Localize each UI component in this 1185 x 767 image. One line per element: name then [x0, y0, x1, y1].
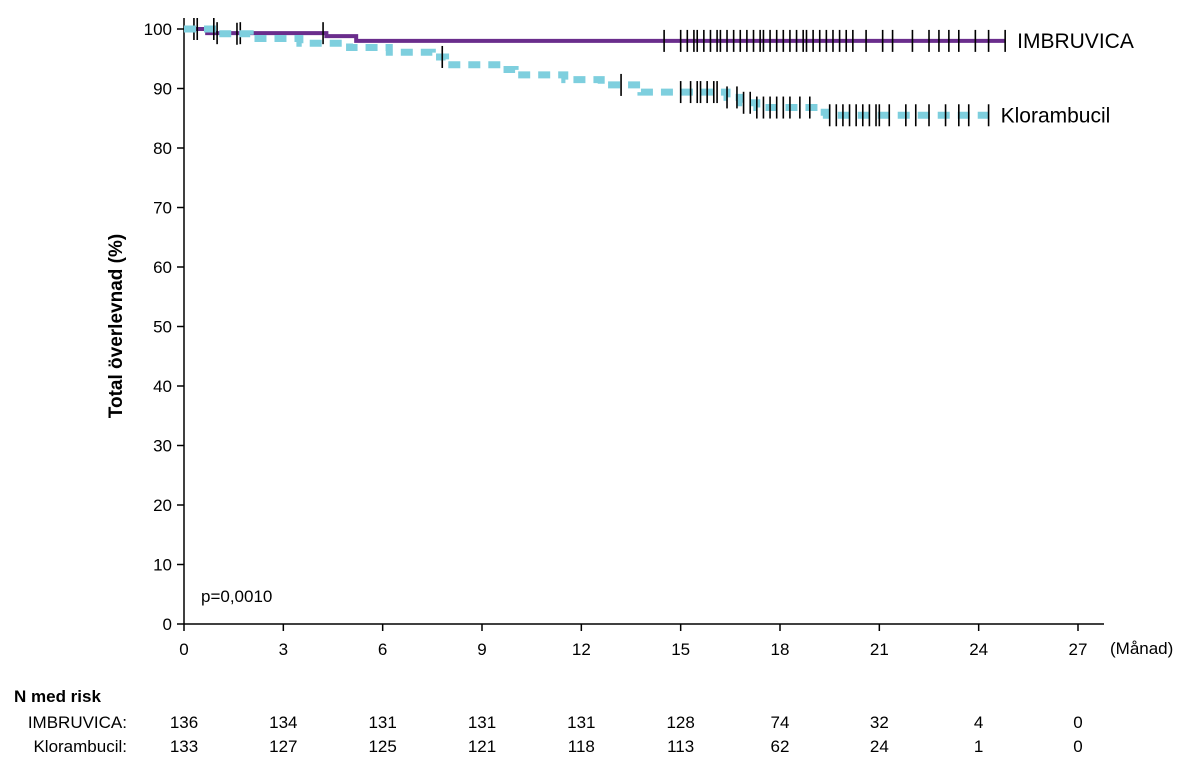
risk-count: 113 [667, 737, 694, 756]
risk-count: 24 [870, 737, 889, 756]
y-axis-title: Total överlevnad (%) [106, 234, 127, 418]
y-tick-label: 90 [153, 80, 172, 99]
risk-count: 136 [170, 713, 198, 732]
y-tick-label: 60 [153, 258, 172, 277]
risk-table: 136 134 131 131 131 128 74 32 4 0 133 127 125 121 118 1… [170, 713, 1083, 756]
y-tick-label: 100 [144, 20, 172, 39]
risk-count: 125 [368, 737, 396, 756]
risk-count: 131 [567, 713, 595, 732]
x-tick-label: 3 [279, 640, 288, 659]
risk-count: 133 [170, 737, 198, 756]
y-tick-label: 30 [153, 437, 172, 456]
x-tick-label: 27 [1069, 640, 1088, 659]
risk-count: 131 [368, 713, 396, 732]
x-tick-label: 12 [572, 640, 591, 659]
risk-row-label-klorambucil: Klorambucil: [33, 737, 127, 756]
y-tick-label: 80 [153, 139, 172, 158]
label-layer: 0 10 20 30 40 50 60 70 80 90 100 0 3 6 9 12 15 18 21 24 27 IM… [144, 20, 1134, 659]
series-klorambucil [184, 18, 990, 127]
x-tick-label: 18 [771, 640, 790, 659]
y-tick-label: 10 [153, 556, 172, 575]
risk-table-title: N med risk [14, 687, 101, 706]
x-tick-label: 6 [378, 640, 387, 659]
x-tick-label: 0 [179, 640, 188, 659]
risk-count: 74 [771, 713, 790, 732]
risk-count: 131 [468, 713, 496, 732]
risk-count: 62 [771, 737, 790, 756]
p-value-annotation: p=0,0010 [201, 587, 272, 606]
x-tick-label: 21 [870, 640, 889, 659]
risk-count: 128 [666, 713, 694, 732]
y-tick-label: 50 [153, 318, 172, 337]
risk-count: 121 [468, 737, 496, 756]
risk-count: 0 [1073, 737, 1082, 756]
y-tick-label: 0 [163, 615, 172, 634]
x-tick-label: 15 [671, 640, 690, 659]
x-axis-unit-label: (Månad) [1110, 639, 1173, 658]
series-label: IMBRUVICA [1017, 30, 1134, 53]
series-label: Klorambucil [1001, 104, 1111, 127]
x-tick-label: 9 [477, 640, 486, 659]
risk-count: 1 [974, 737, 983, 756]
axes-layer [177, 18, 1104, 631]
y-tick-label: 70 [153, 199, 172, 218]
y-tick-label: 40 [153, 377, 172, 396]
series-imbruvica [184, 18, 1006, 52]
risk-count: 0 [1073, 713, 1082, 732]
series-layer [184, 18, 1006, 127]
y-tick-label: 20 [153, 496, 172, 515]
risk-count: 127 [269, 737, 297, 756]
risk-count: 4 [974, 713, 983, 732]
x-tick-label: 24 [969, 640, 988, 659]
risk-row-label-imbruvica: IMBRUVICA: [28, 713, 127, 732]
risk-count: 118 [568, 737, 595, 756]
risk-count: 134 [269, 713, 297, 732]
risk-count: 32 [870, 713, 889, 732]
